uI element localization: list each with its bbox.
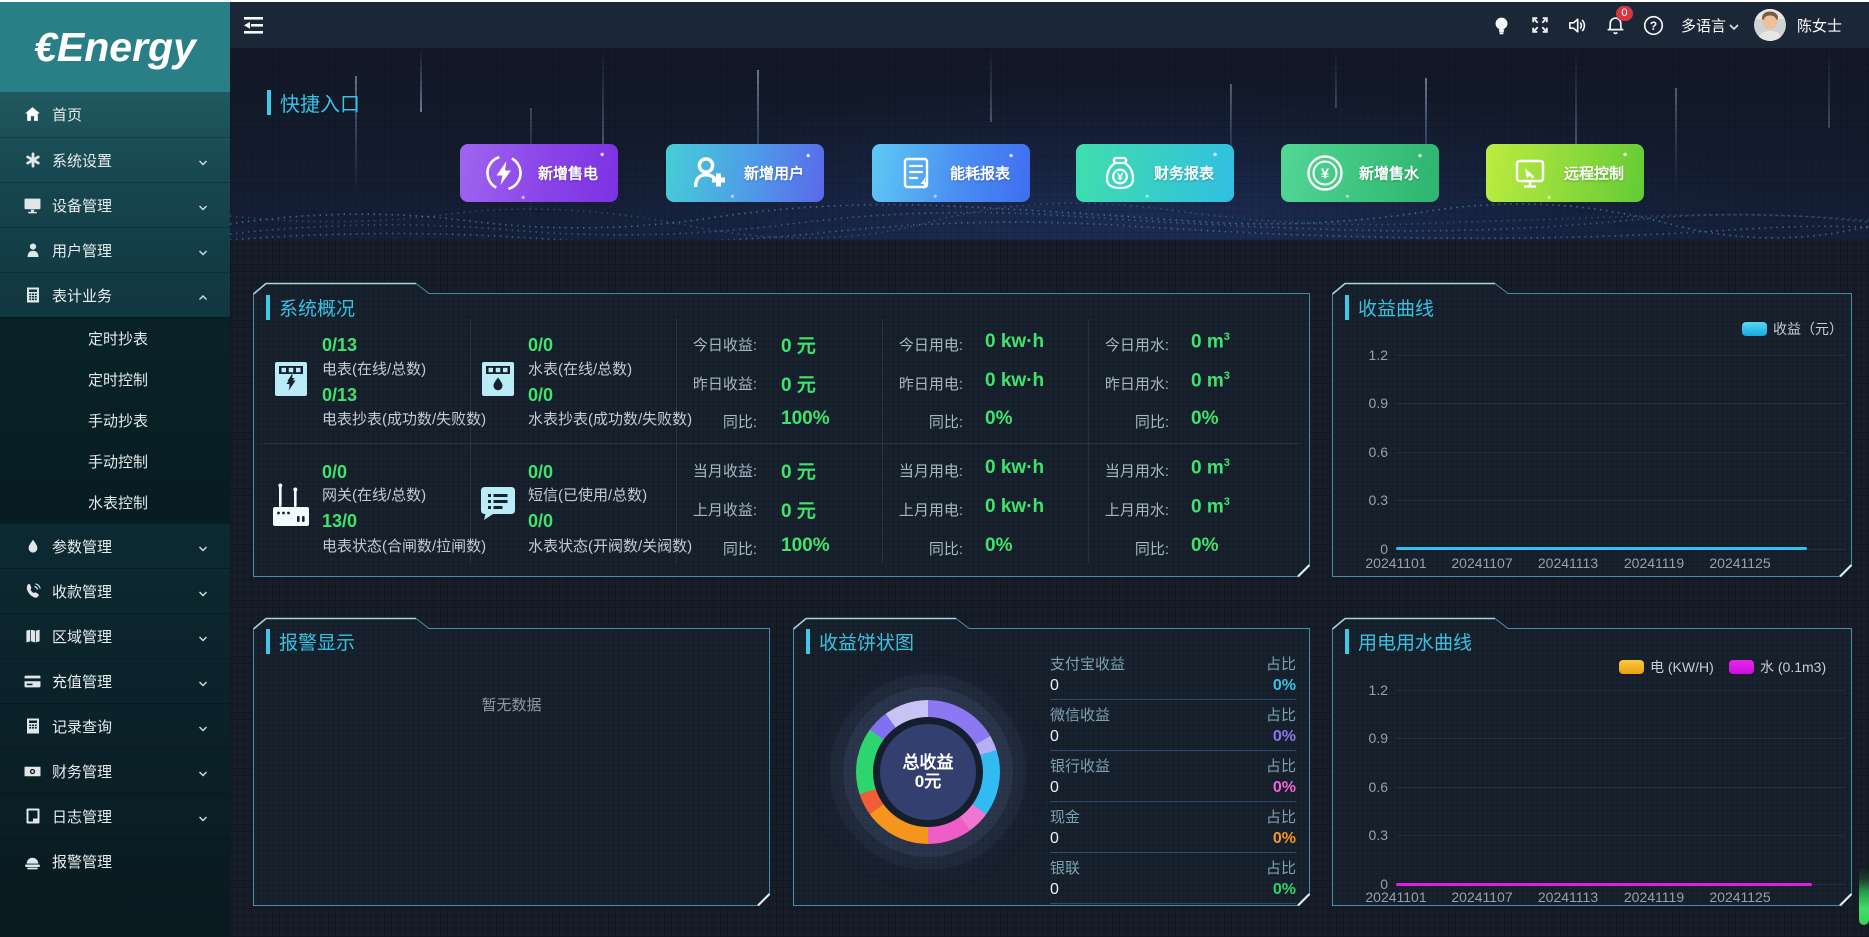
svg-text:¥: ¥ [1321, 166, 1330, 183]
svg-text:¥: ¥ [1117, 172, 1124, 184]
svg-text:?: ? [1650, 18, 1657, 32]
